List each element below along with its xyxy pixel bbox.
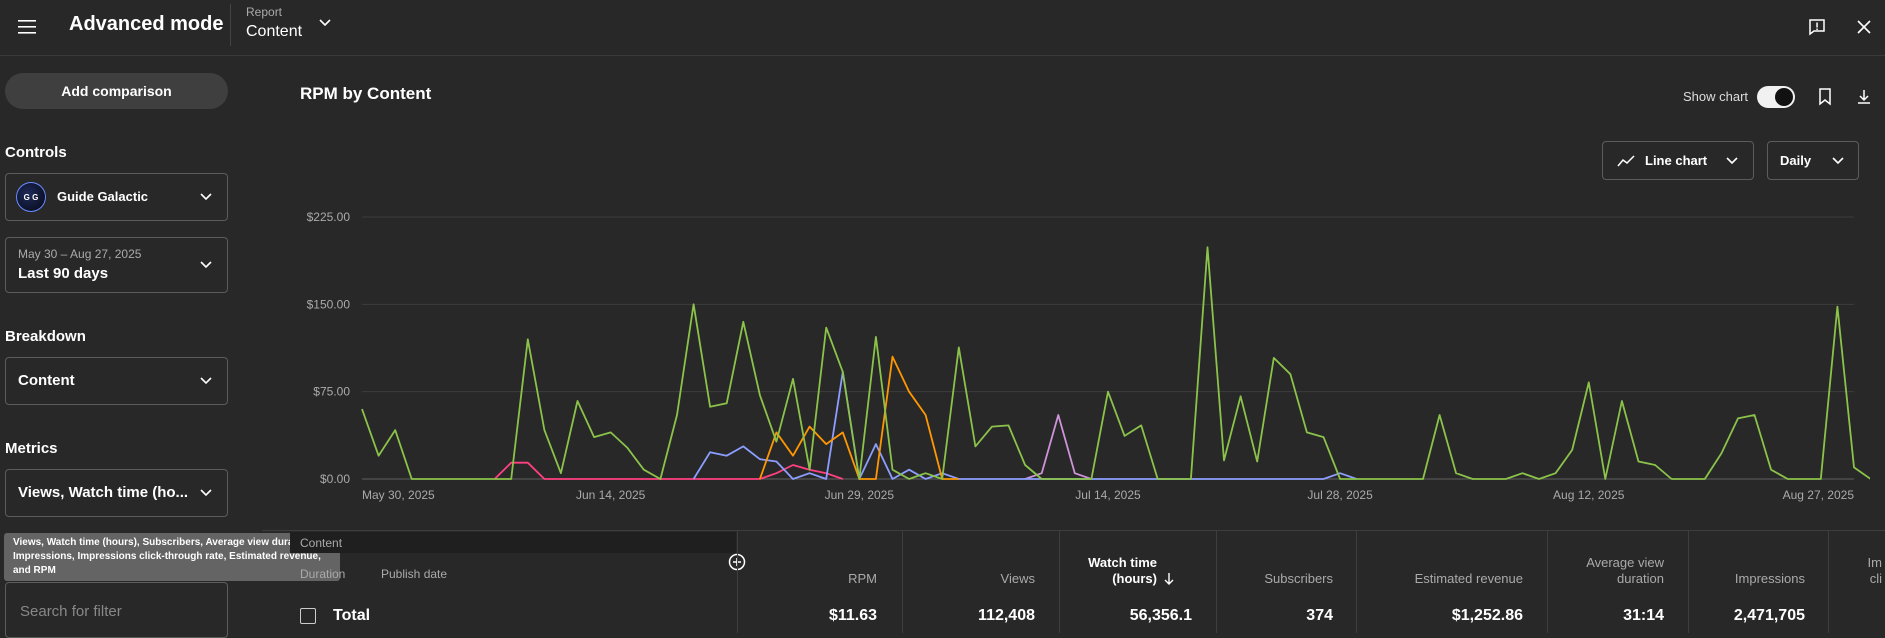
column-header-views[interactable]: Views [1000,571,1035,586]
content-header: Content [300,536,343,550]
total-rpm: $11.63 [828,607,877,624]
duration-header: Duration [300,567,346,581]
bookmark-icon[interactable] [1812,84,1838,110]
y-tick-label: $225.00 [307,210,351,224]
column-divider [1356,530,1357,633]
controls-label: Controls [5,144,67,161]
granularity-selector[interactable]: Daily [1767,141,1859,180]
show-chart-toggle[interactable] [1757,86,1795,108]
chevron-down-icon [200,261,212,269]
report-selector[interactable]: Report Content [246,2,336,46]
chevron-down-icon [200,193,212,201]
metrics-tooltip: Views, Watch time (hours), Subscribers, … [4,533,340,581]
watch-time-header-label: Watch time (hours) [1088,555,1157,586]
total-avg-view-duration: 31:14 [1623,607,1664,624]
total-watch-time: 56,356.1 [1129,607,1192,624]
column-divider [1547,530,1548,633]
column-header-avg-view-duration[interactable]: Average view duration [1586,555,1664,586]
chevron-down-icon [200,489,212,497]
channel-selector[interactable]: G G Guide Galactic [5,173,228,221]
close-icon[interactable] [1851,14,1877,40]
series-line [1024,414,1092,480]
granularity-label: Daily [1780,153,1812,168]
y-tick-label: $75.00 [313,385,350,399]
table [262,530,1885,634]
y-tick-label: $150.00 [307,297,351,311]
avatar: G G [16,182,46,212]
total-row-checkbox[interactable] [300,608,316,624]
column-header-subscribers[interactable]: Subscribers [1264,571,1333,586]
toggle-knob [1775,88,1793,106]
x-tick-label: Aug 27, 2025 [1783,488,1855,502]
series-line [493,461,844,480]
chevron-down-icon [319,19,331,27]
x-tick-label: Jun 14, 2025 [576,488,646,502]
chevron-down-icon [1832,157,1844,165]
line-chart-icon [1617,155,1635,167]
chevron-down-icon [1726,157,1738,165]
total-label: Total [333,607,371,624]
content-header-bar [290,532,736,553]
x-tick-label: Jul 28, 2025 [1307,488,1373,502]
column-divider [1828,530,1829,633]
feedback-icon[interactable] [1804,14,1830,40]
column-divider [902,530,903,633]
column-divider [1688,530,1689,633]
column-divider [1059,530,1060,633]
breakdown-value: Content [18,372,75,389]
avatar-text: G G [23,192,39,202]
total-impressions: 2,471,705 [1733,607,1805,624]
breakdown-selector[interactable]: Content [5,357,228,405]
sort-down-icon [1164,573,1174,585]
chart-title: RPM by Content [300,84,432,103]
column-header-rpm[interactable]: RPM [848,571,877,586]
menu-icon[interactable] [14,14,40,40]
page-title: Advanced mode [69,13,224,35]
total-views: 112,408 [978,607,1035,624]
show-chart-label: Show chart [1683,89,1749,104]
x-tick-label: Jul 14, 2025 [1075,488,1141,502]
search-input[interactable] [18,599,212,623]
report-value: Content [246,23,303,40]
metrics-label: Metrics [5,440,58,457]
date-preset: Last 90 days [18,265,109,282]
channel-name: Guide Galactic [57,189,149,204]
rpm-line-chart: $225.00 $150.00 $75.00 $0.00 May 30, 2025 Jun… [307,210,1870,502]
y-tick-label: $0.00 [320,472,350,486]
chart-type-selector[interactable]: Line chart [1602,141,1754,180]
column-divider [1216,530,1217,633]
column-header-estimated-revenue[interactable]: Estimated revenue [1414,571,1523,586]
date-range: May 30 – Aug 27, 2025 [18,247,142,261]
publish-date-header[interactable]: Publish date [381,567,448,581]
report-label: Report [246,5,283,19]
metrics-tooltip-text: Views, Watch time (hours), Subscribers, … [13,537,321,576]
date-range-selector[interactable]: May 30 – Aug 27, 2025 Last 90 days [5,237,228,293]
total-subscribers: 374 [1306,607,1333,624]
metrics-value: Views, Watch time (ho... [18,484,189,501]
x-tick-label: May 30, 2025 [362,488,435,502]
metrics-selector[interactable]: Views, Watch time (ho... [5,469,228,517]
divider [230,4,231,46]
column-header-impressions[interactable]: Impressions [1734,571,1805,586]
series-line [361,246,1870,480]
chevron-down-icon [200,377,212,385]
download-icon[interactable] [1851,84,1877,110]
column-header-watch-time[interactable]: Watch time (hours) [1055,555,1175,589]
chart-type-label: Line chart [1645,153,1708,168]
top-bar: Advanced mode Report Content [0,0,1885,56]
breakdown-label: Breakdown [5,328,86,345]
x-tick-label: Aug 12, 2025 [1553,488,1625,502]
column-divider [737,530,738,633]
search-filter-field[interactable] [5,582,228,638]
column-header-partial[interactable]: Im cli [1867,555,1882,586]
series-line [759,355,959,480]
add-comparison-button[interactable]: Add comparison [5,73,228,109]
x-tick-label: Jun 29, 2025 [825,488,895,502]
total-estimated-revenue: $1,252.86 [1451,607,1523,624]
